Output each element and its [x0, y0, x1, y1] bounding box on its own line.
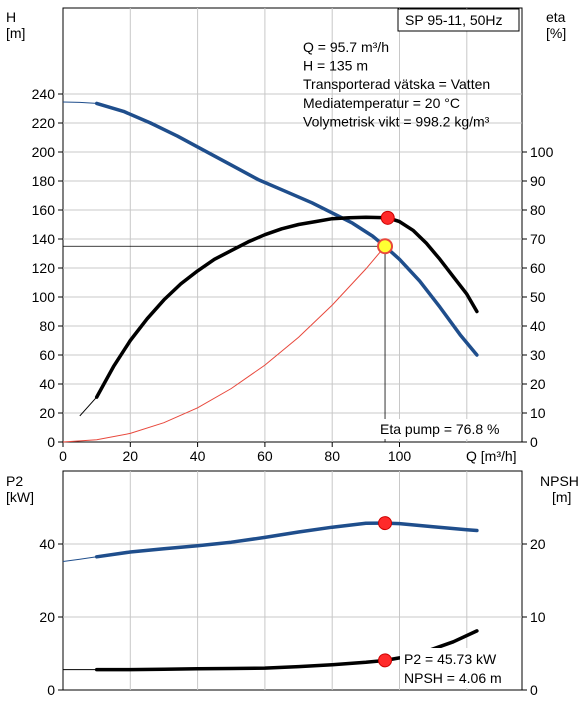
- eta-curve-line: [94, 215, 479, 399]
- h-tick-label: 100: [32, 289, 56, 305]
- eta-tick-label: 10: [530, 405, 546, 421]
- left-axis-label-p2-unit: [kW]: [6, 489, 34, 505]
- npsh-tick-label: 20: [530, 536, 546, 552]
- upper-left-axis: 0 20 40 60 80 100 120 140 160 180 200 220 240: [32, 86, 63, 450]
- right-axis-label-npsh-unit: [m]: [552, 489, 571, 505]
- h-tick-label: 240: [32, 86, 56, 102]
- info-line: Mediatemperatur = 20 °C: [303, 95, 460, 111]
- eta-tick-label: 40: [530, 318, 546, 334]
- eta-annotation-box: [376, 419, 512, 439]
- h-tick-label: 200: [32, 144, 56, 160]
- p2-curve-line: [94, 521, 479, 559]
- h-tick-label: 0: [47, 434, 55, 450]
- upper-right-axis: 0 10 20 30 40 50 60 70 80 90 100: [522, 144, 554, 450]
- p2-tick-label: 0: [47, 682, 55, 698]
- upper-x-axis: 0 20 40 60 80 100: [59, 442, 411, 464]
- eta-tick-label: 80: [530, 202, 546, 218]
- info-line: Q = 95.7 m³/h: [303, 39, 389, 55]
- npsh-operating-marker: [378, 653, 393, 668]
- eta-tick-label: 30: [530, 347, 546, 363]
- h-tick-label: 180: [32, 173, 56, 189]
- h-tick-label: 60: [39, 347, 55, 363]
- right-axis-label-eta: eta: [546, 9, 566, 25]
- eta-tick-label: 100: [530, 144, 554, 160]
- title-box: [397, 8, 520, 32]
- upper-series-layer: [62, 101, 479, 443]
- h-tick-label: 120: [32, 260, 56, 276]
- left-axis-label-p2: P2: [6, 473, 23, 489]
- right-axis-label-eta-unit: [%]: [546, 25, 566, 41]
- h-tick-label: 20: [39, 405, 55, 421]
- info-line: Transporterad vätska = Vatten: [303, 76, 490, 92]
- p2-tick-label: 20: [39, 609, 55, 625]
- lower-right-axis: 0 10 20: [522, 536, 546, 698]
- npsh-tick-label: 0: [530, 682, 538, 698]
- q-tick-label: 100: [388, 448, 412, 464]
- lower-grid: [63, 471, 522, 690]
- q-tick-label: 60: [257, 448, 273, 464]
- lower-left-axis: 0 20 40: [39, 536, 63, 698]
- p2-curve-thin: [62, 556, 97, 562]
- q-tick-label: 20: [123, 448, 139, 464]
- eta-tick-label: 60: [530, 260, 546, 276]
- eta-tick-label: 70: [530, 231, 546, 247]
- q-tick-label: 40: [190, 448, 206, 464]
- x-axis-label: Q [m³/h]: [466, 448, 517, 464]
- p2-tick-label: 40: [39, 536, 55, 552]
- left-axis-label-h: H: [6, 9, 16, 25]
- lower-chart-panel: 0 20 40 0 10 20 P2 [kW] NPSH [m] P2 = 45.73 …: [6, 470, 579, 698]
- left-axis-label-h-unit: [m]: [6, 25, 25, 41]
- eta-tick-label: 0: [530, 434, 538, 450]
- chart-title: SP 95-11, 50Hz: [405, 12, 503, 28]
- eta-annotation: Eta pump = 76.8 %: [380, 421, 499, 437]
- q-tick-label: 80: [324, 448, 340, 464]
- head-curve-line: [94, 101, 479, 357]
- head-curve-thin: [62, 101, 97, 104]
- npsh-tick-label: 10: [530, 609, 546, 625]
- h-tick-label: 80: [39, 318, 55, 334]
- h-tick-label: 220: [32, 115, 56, 131]
- p2-annotation: P2 = 45.73 kW: [404, 651, 497, 667]
- system-curve-line: [62, 245, 386, 443]
- eta-tick-label: 90: [530, 173, 546, 189]
- info-line: Volymetrisk vikt = 998.2 kg/m³: [303, 113, 490, 129]
- p2-operating-marker: [378, 516, 393, 531]
- eta-operating-marker: [380, 210, 395, 225]
- duty-point-marker: [377, 238, 394, 255]
- lower-annotation-box: [400, 648, 512, 688]
- eta-tick-label: 20: [530, 376, 546, 392]
- q-tick-label: 0: [59, 448, 67, 464]
- h-tick-label: 40: [39, 376, 55, 392]
- info-line: H = 135 m: [303, 58, 368, 74]
- h-tick-label: 160: [32, 202, 56, 218]
- h-tick-label: 140: [32, 231, 56, 247]
- eta-curve-thin: [79, 396, 98, 417]
- npsh-annotation: NPSH = 4.06 m: [404, 670, 502, 686]
- right-axis-label-npsh: NPSH: [540, 473, 579, 489]
- info-text-block: Q = 95.7 m³/h H = 135 m Transporterad väts…: [303, 39, 490, 129]
- eta-tick-label: 50: [530, 289, 546, 305]
